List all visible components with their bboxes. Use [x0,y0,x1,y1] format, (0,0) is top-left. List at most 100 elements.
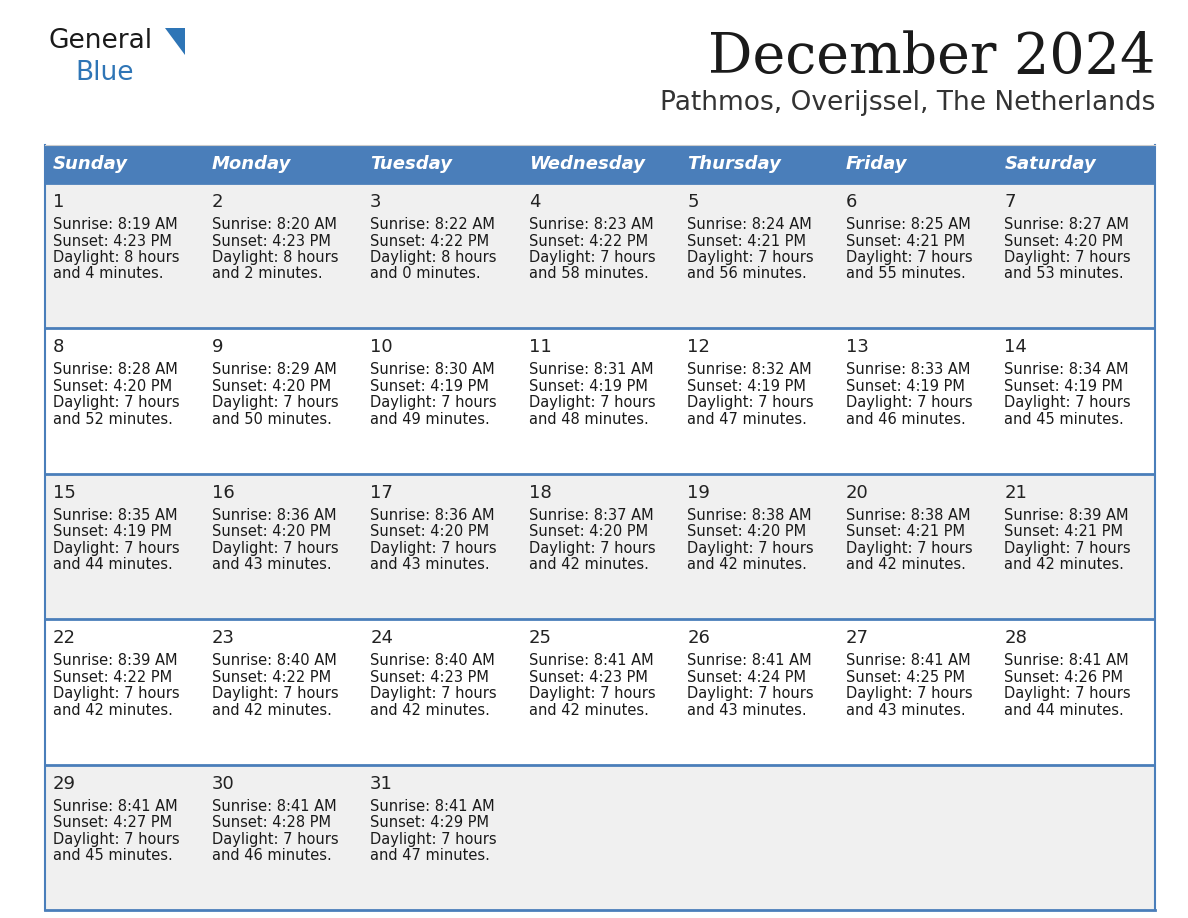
Text: Sunset: 4:21 PM: Sunset: 4:21 PM [1004,524,1124,539]
Bar [997,765,1155,910]
Bar [203,765,362,910]
Text: and 4 minutes.: and 4 minutes. [53,266,164,282]
Text: Sunset: 4:27 PM: Sunset: 4:27 PM [53,815,172,830]
Text: 23: 23 [211,629,234,647]
Bar [838,474,997,620]
Text: Sunrise: 8:37 AM: Sunrise: 8:37 AM [529,508,653,522]
Text: 5: 5 [688,193,699,211]
Text: Sunrise: 8:36 AM: Sunrise: 8:36 AM [371,508,494,522]
Bar [362,329,520,474]
Text: and 58 minutes.: and 58 minutes. [529,266,649,282]
Text: Sunrise: 8:24 AM: Sunrise: 8:24 AM [688,217,813,232]
Bar [362,183,520,329]
Text: 25: 25 [529,629,551,647]
Text: Sunset: 4:22 PM: Sunset: 4:22 PM [211,670,330,685]
Bar [997,183,1155,329]
Text: Sunrise: 8:41 AM: Sunrise: 8:41 AM [211,799,336,813]
Text: Sunset: 4:23 PM: Sunset: 4:23 PM [53,233,172,249]
Text: Daylight: 7 hours: Daylight: 7 hours [688,396,814,410]
Text: Daylight: 8 hours: Daylight: 8 hours [211,250,339,265]
Text: Sunrise: 8:39 AM: Sunrise: 8:39 AM [53,654,177,668]
Text: 7: 7 [1004,193,1016,211]
Text: Sunset: 4:19 PM: Sunset: 4:19 PM [371,379,489,394]
Bar [680,183,838,329]
Bar [45,620,203,765]
Text: Sunset: 4:25 PM: Sunset: 4:25 PM [846,670,965,685]
Text: and 43 minutes.: and 43 minutes. [846,702,966,718]
Text: 4: 4 [529,193,541,211]
Text: Sunset: 4:28 PM: Sunset: 4:28 PM [211,815,330,830]
Text: Sunrise: 8:32 AM: Sunrise: 8:32 AM [688,363,811,377]
Text: Sunset: 4:23 PM: Sunset: 4:23 PM [211,233,330,249]
Text: Sunset: 4:19 PM: Sunset: 4:19 PM [846,379,965,394]
Text: Sunrise: 8:38 AM: Sunrise: 8:38 AM [688,508,811,522]
Bar [680,329,838,474]
Text: and 43 minutes.: and 43 minutes. [688,702,807,718]
Bar [838,145,997,183]
Text: Daylight: 7 hours: Daylight: 7 hours [371,832,497,846]
Text: Daylight: 7 hours: Daylight: 7 hours [846,686,973,701]
Text: and 43 minutes.: and 43 minutes. [371,557,489,572]
Text: 8: 8 [53,339,64,356]
Bar [997,145,1155,183]
Text: Daylight: 7 hours: Daylight: 7 hours [371,541,497,555]
Text: Pathmos, Overijssel, The Netherlands: Pathmos, Overijssel, The Netherlands [659,90,1155,116]
Text: 29: 29 [53,775,76,792]
Text: Daylight: 7 hours: Daylight: 7 hours [529,686,656,701]
Text: Sunset: 4:24 PM: Sunset: 4:24 PM [688,670,807,685]
Bar [362,620,520,765]
Text: Daylight: 7 hours: Daylight: 7 hours [529,541,656,555]
Bar [520,474,680,620]
Text: Sunset: 4:26 PM: Sunset: 4:26 PM [1004,670,1124,685]
Bar [362,765,520,910]
Text: Sunrise: 8:36 AM: Sunrise: 8:36 AM [211,508,336,522]
Text: December 2024: December 2024 [708,30,1155,84]
Text: 22: 22 [53,629,76,647]
Text: Sunrise: 8:19 AM: Sunrise: 8:19 AM [53,217,178,232]
Bar [997,620,1155,765]
Text: Sunrise: 8:39 AM: Sunrise: 8:39 AM [1004,508,1129,522]
Text: Friday: Friday [846,155,908,173]
Bar [45,474,203,620]
Text: and 45 minutes.: and 45 minutes. [1004,412,1124,427]
Bar [520,620,680,765]
Text: Sunday: Sunday [53,155,128,173]
Text: Daylight: 7 hours: Daylight: 7 hours [211,541,339,555]
Text: and 47 minutes.: and 47 minutes. [371,848,489,863]
Bar [838,620,997,765]
Text: Sunrise: 8:27 AM: Sunrise: 8:27 AM [1004,217,1130,232]
Text: Sunrise: 8:31 AM: Sunrise: 8:31 AM [529,363,653,377]
Text: Sunset: 4:21 PM: Sunset: 4:21 PM [846,524,965,539]
Text: Daylight: 7 hours: Daylight: 7 hours [846,396,973,410]
Text: 17: 17 [371,484,393,502]
Text: and 46 minutes.: and 46 minutes. [211,848,331,863]
Text: 6: 6 [846,193,858,211]
Text: Sunset: 4:20 PM: Sunset: 4:20 PM [688,524,807,539]
Text: and 42 minutes.: and 42 minutes. [688,557,807,572]
Text: Daylight: 7 hours: Daylight: 7 hours [1004,396,1131,410]
Text: Sunrise: 8:25 AM: Sunrise: 8:25 AM [846,217,971,232]
Text: and 42 minutes.: and 42 minutes. [211,702,331,718]
Text: and 47 minutes.: and 47 minutes. [688,412,807,427]
Text: and 46 minutes.: and 46 minutes. [846,412,966,427]
Text: Sunrise: 8:20 AM: Sunrise: 8:20 AM [211,217,336,232]
Text: Blue: Blue [75,60,133,86]
Bar [203,145,362,183]
Text: 2: 2 [211,193,223,211]
Text: Daylight: 7 hours: Daylight: 7 hours [371,686,497,701]
Text: 30: 30 [211,775,234,792]
Text: Daylight: 8 hours: Daylight: 8 hours [371,250,497,265]
Text: 27: 27 [846,629,868,647]
Text: 12: 12 [688,339,710,356]
Text: and 42 minutes.: and 42 minutes. [529,702,649,718]
Text: Daylight: 7 hours: Daylight: 7 hours [53,686,179,701]
Text: and 55 minutes.: and 55 minutes. [846,266,966,282]
Text: Sunset: 4:21 PM: Sunset: 4:21 PM [688,233,807,249]
Text: Sunset: 4:23 PM: Sunset: 4:23 PM [529,670,647,685]
Text: and 0 minutes.: and 0 minutes. [371,266,481,282]
Text: Sunset: 4:21 PM: Sunset: 4:21 PM [846,233,965,249]
Bar [203,183,362,329]
Text: 15: 15 [53,484,76,502]
Text: Sunset: 4:23 PM: Sunset: 4:23 PM [371,670,489,685]
Bar [203,474,362,620]
